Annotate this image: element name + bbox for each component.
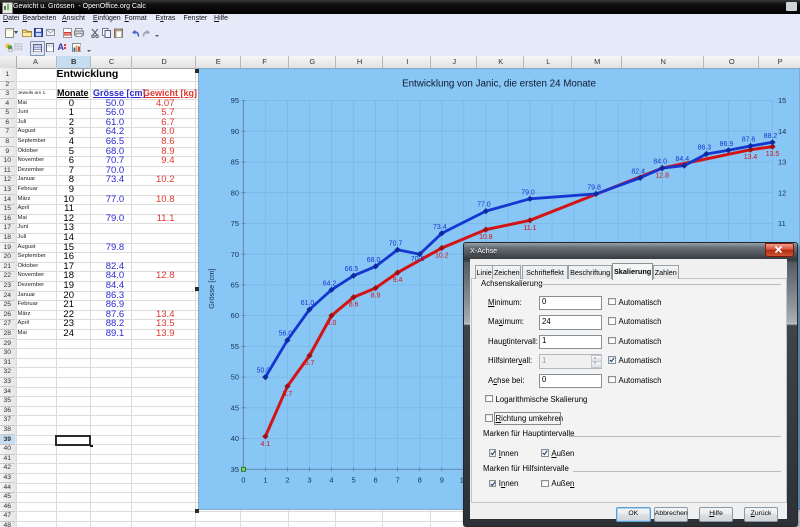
svg-text:8.9: 8.9 <box>371 293 381 300</box>
svg-text:70: 70 <box>231 250 239 259</box>
svg-text:86.3: 86.3 <box>698 145 712 152</box>
svg-text:84.0: 84.0 <box>653 159 667 166</box>
svg-text:11.1: 11.1 <box>523 225 536 232</box>
svg-text:2: 2 <box>285 475 289 484</box>
svg-text:70.0: 70.0 <box>411 256 425 263</box>
svg-text:64.2: 64.2 <box>323 280 337 287</box>
svg-text:8: 8 <box>418 475 422 484</box>
svg-text:13: 13 <box>778 158 786 167</box>
svg-text:4.1: 4.1 <box>261 441 271 448</box>
svg-text:15: 15 <box>778 96 786 105</box>
svg-text:80: 80 <box>231 188 239 197</box>
svg-text:9.4: 9.4 <box>393 277 403 284</box>
svg-text:5.7: 5.7 <box>283 391 293 398</box>
svg-text:Grösse [cm]: Grösse [cm] <box>207 268 216 308</box>
svg-text:61.0: 61.0 <box>301 300 315 307</box>
svg-text:50.0: 50.0 <box>257 368 271 375</box>
svg-text:85: 85 <box>231 158 239 167</box>
svg-text:75: 75 <box>231 219 239 228</box>
svg-text:PDF: PDF <box>64 32 70 36</box>
svg-text:90: 90 <box>231 127 239 136</box>
svg-text:3: 3 <box>307 475 311 484</box>
svg-text:10.8: 10.8 <box>479 234 493 241</box>
svg-text:13.4: 13.4 <box>744 154 758 161</box>
svg-text:79.0: 79.0 <box>521 189 535 196</box>
svg-text:8.0: 8.0 <box>327 320 337 327</box>
svg-text:50: 50 <box>231 373 239 382</box>
svg-text:87.6: 87.6 <box>742 137 756 144</box>
svg-text:10.2: 10.2 <box>435 253 449 260</box>
svg-text:13.5: 13.5 <box>766 151 780 158</box>
svg-text:35: 35 <box>231 465 239 474</box>
svg-text:12: 12 <box>778 188 786 197</box>
svg-text:65: 65 <box>231 281 239 290</box>
svg-text:8.6: 8.6 <box>349 302 359 309</box>
svg-text:11: 11 <box>778 219 786 228</box>
svg-text:82.4: 82.4 <box>631 168 645 175</box>
svg-text:6: 6 <box>374 475 378 484</box>
svg-text:73.4: 73.4 <box>433 224 447 231</box>
svg-text:56.0: 56.0 <box>279 331 293 338</box>
svg-text:5: 5 <box>352 475 356 484</box>
svg-text:1: 1 <box>263 475 267 484</box>
svg-text:86.9: 86.9 <box>720 141 734 148</box>
svg-text:40: 40 <box>231 434 239 443</box>
svg-text:66.5: 66.5 <box>345 266 359 273</box>
svg-text:12.8: 12.8 <box>655 173 669 180</box>
svg-text:70.7: 70.7 <box>389 240 403 247</box>
svg-text:95: 95 <box>231 96 239 105</box>
svg-text:68.0: 68.0 <box>367 257 381 264</box>
svg-text:60: 60 <box>231 311 239 320</box>
svg-text:55: 55 <box>231 342 239 351</box>
svg-text:Entwicklung von Janic, die ers: Entwicklung von Janic, die ersten 24 Mon… <box>402 79 596 90</box>
svg-text:45: 45 <box>231 403 239 412</box>
svg-text:79.8: 79.8 <box>587 184 601 191</box>
svg-text:88.2: 88.2 <box>764 133 778 140</box>
svg-text:6.7: 6.7 <box>305 360 315 367</box>
svg-text:7: 7 <box>396 475 400 484</box>
svg-text:77.0: 77.0 <box>477 202 491 209</box>
svg-text:84.4: 84.4 <box>675 156 689 163</box>
svg-text:4: 4 <box>329 475 333 484</box>
svg-text:0: 0 <box>241 475 245 484</box>
svg-text:14: 14 <box>778 127 786 136</box>
svg-text:9: 9 <box>440 475 444 484</box>
